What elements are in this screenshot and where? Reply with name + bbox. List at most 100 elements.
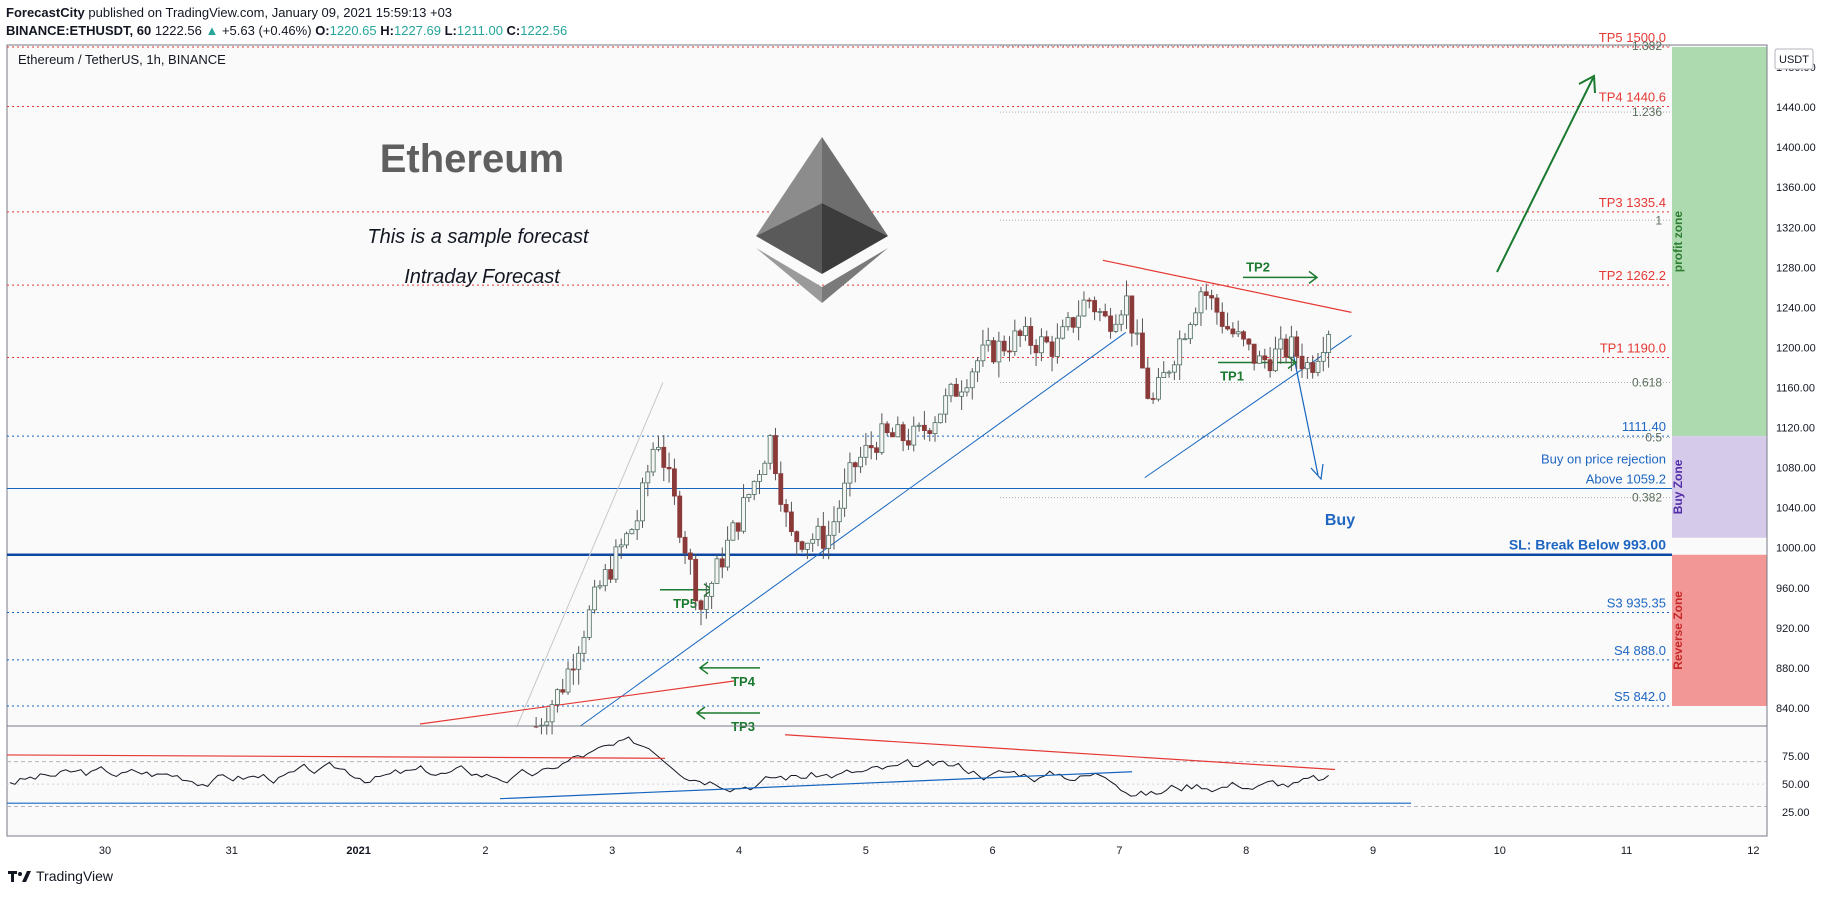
y-tick-label: 1080.00: [1776, 463, 1816, 475]
candle-body: [608, 569, 613, 580]
candle-body: [1039, 336, 1044, 354]
candle-body: [618, 544, 624, 548]
candle-body: [953, 383, 959, 397]
y-tick-label: 840.00: [1776, 703, 1810, 715]
level-label: TP4 1440.6: [1599, 89, 1666, 104]
level-label: TP5 1500.0: [1599, 30, 1666, 45]
candle-body: [804, 542, 810, 550]
candle-body: [1278, 338, 1284, 350]
candle-body: [1209, 295, 1215, 299]
candle-body: [719, 558, 725, 568]
candle-body: [1166, 371, 1172, 374]
fib-label: 1.236: [1632, 105, 1662, 119]
candle-body: [1060, 326, 1066, 339]
level-label: SL: Break Below 993.00: [1509, 537, 1666, 553]
level-label: TP3 1335.4: [1599, 195, 1666, 210]
candle-body: [762, 462, 768, 476]
candle-body: [1171, 364, 1177, 373]
candle-body: [1177, 338, 1183, 366]
candle-body: [640, 482, 645, 522]
candle-body: [900, 424, 906, 442]
zone-label: profit zone: [1671, 211, 1685, 273]
zone-0: [1672, 47, 1767, 437]
candle-body: [677, 495, 683, 538]
open-label: O:: [315, 23, 330, 38]
x-tick-label: 9: [1370, 845, 1376, 857]
candle-body: [911, 425, 917, 446]
candle-body: [858, 456, 863, 468]
candle-body: [1299, 355, 1305, 370]
currency-badge[interactable]: [1774, 48, 1814, 70]
candle-body: [943, 395, 949, 415]
candle-body: [586, 609, 592, 638]
candle-body: [1049, 341, 1055, 357]
x-tick-label: 2: [482, 845, 488, 857]
x-tick-label: 8: [1243, 845, 1249, 857]
rsi-tick-label: 25.00: [1782, 807, 1810, 819]
rsi-tick-label: 50.00: [1782, 779, 1810, 791]
candle-body: [1156, 377, 1161, 400]
candle-body: [1102, 311, 1108, 317]
y-tick-label: 1440.00: [1776, 102, 1816, 114]
candle-body: [890, 432, 895, 438]
candle-body: [1044, 336, 1050, 343]
candle-body: [906, 440, 911, 446]
candle-body: [985, 340, 991, 346]
candle-body: [1182, 338, 1188, 341]
level-label: S5 842.0: [1614, 689, 1666, 704]
triangle-lower-line: [1144, 335, 1352, 479]
rsi-line: [9, 736, 1329, 797]
candle-body: [879, 423, 885, 453]
price-change: +5.63 (+0.46%): [221, 23, 312, 38]
candle-body: [799, 541, 805, 550]
candle-body: [634, 520, 640, 530]
candle-body: [1267, 359, 1273, 372]
candle-body: [921, 424, 927, 431]
candle-body: [783, 504, 789, 513]
candle-body: [884, 423, 890, 434]
candle-body: [1108, 315, 1113, 332]
candle-body: [687, 552, 693, 560]
candle-body: [831, 521, 837, 536]
triangle-upper-line: [1102, 259, 1352, 313]
target-arrow-head-icon: [1578, 74, 1596, 94]
candle-body: [794, 531, 800, 543]
high-label: H:: [380, 23, 394, 38]
x-tick-label: 4: [736, 845, 742, 857]
candle-body: [1214, 297, 1220, 313]
footer-brand[interactable]: TradingView: [36, 868, 114, 884]
y-tick-label: 1280.00: [1776, 262, 1816, 274]
buy-label: Buy: [1325, 512, 1355, 529]
candle-body: [602, 569, 608, 587]
candle-body: [1304, 362, 1310, 370]
x-tick-label: 6: [990, 845, 996, 857]
candle-body: [1219, 311, 1225, 327]
candle-body: [1118, 314, 1124, 325]
candle-body: [1086, 299, 1092, 302]
headline-text: Ethereum: [380, 137, 565, 181]
y-tick-label: 1040.00: [1776, 503, 1816, 515]
candle-body: [916, 424, 922, 427]
tradingview-logo-icon: [8, 871, 31, 882]
candle-body: [544, 721, 550, 726]
candle-body: [1326, 334, 1332, 353]
candle-body: [1230, 328, 1236, 335]
y-tick-label: 1120.00: [1776, 423, 1815, 435]
candle-body: [820, 525, 826, 549]
close-label: C:: [506, 23, 521, 38]
rsi-trend-blue: [499, 771, 1133, 800]
candle-body: [1076, 315, 1082, 328]
last-price: 1222.56: [154, 23, 202, 38]
ohlc-line: BINANCE:ETHUSDT, 60 1222.56 ▲ +5.63 (+0.…: [6, 22, 567, 40]
candle-body: [1225, 326, 1230, 330]
target-label: TP5: [673, 596, 697, 611]
chart-header: ForecastCity published on TradingView.co…: [6, 4, 567, 40]
publisher-name[interactable]: ForecastCity: [6, 5, 85, 20]
candle-body: [836, 507, 842, 523]
candle-body: [1283, 338, 1289, 358]
y-tick-label: 920.00: [1776, 623, 1810, 635]
candle-body: [1150, 398, 1156, 400]
x-tick-label: 3: [609, 845, 615, 857]
